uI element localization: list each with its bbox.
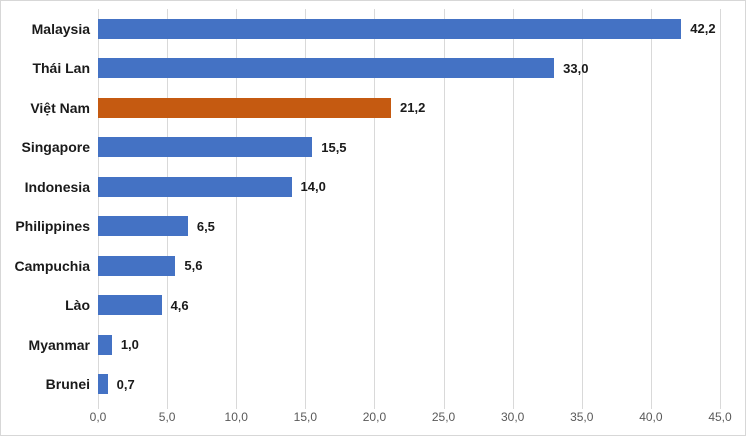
- x-tick-label: 35,0: [570, 410, 594, 424]
- bar: [98, 334, 112, 355]
- bar-value-label: 42,2: [690, 21, 716, 37]
- category-label: Lào: [65, 297, 90, 314]
- gridline: [581, 9, 583, 409]
- bar-series: 42,2 33,0 21,2 15,5 14,0 6,5 5,6 4,6 1,0 0,7: [98, 9, 720, 404]
- bar: [98, 58, 555, 79]
- bar-row: 21,2: [98, 88, 720, 128]
- bar: [98, 18, 682, 39]
- gridline: [720, 9, 721, 409]
- category-label: Philippines: [15, 218, 90, 235]
- category-label: Malaysia: [31, 20, 90, 37]
- x-tick-label: 40,0: [639, 410, 663, 424]
- x-tick-label: 25,0: [431, 410, 456, 424]
- category-label: Campuchia: [14, 257, 90, 274]
- category-label: Việt Nam: [30, 99, 90, 116]
- category-label: Indonesia: [24, 178, 90, 195]
- x-tick-label: 45,0: [708, 410, 732, 424]
- bar-value-label: 1,0: [120, 337, 139, 353]
- bar-row: 14,0: [98, 167, 720, 207]
- bar-row: 0,7: [98, 365, 720, 405]
- gridline: [305, 9, 307, 409]
- bar-row: 42,2: [98, 9, 720, 49]
- x-tick-label: 15,0: [293, 410, 318, 424]
- bar: [98, 137, 313, 158]
- x-tick-label: 10,0: [224, 410, 248, 424]
- x-tick-label: 5,0: [158, 410, 176, 424]
- category-label: Myanmar: [28, 336, 90, 353]
- bar-row: 33,0: [98, 49, 720, 89]
- bar-value-label: 5,6: [184, 258, 203, 274]
- gridline: [650, 9, 652, 409]
- bar-value-label: 14,0: [300, 179, 326, 195]
- x-tick-label: 20,0: [362, 410, 387, 424]
- bar-highlighted: [98, 97, 392, 118]
- plot-area: 42,2 33,0 21,2 15,5 14,0 6,5 5,6 4,6 1,0 0,7: [98, 9, 721, 409]
- value-axis: 0,0 5,0 10,0 15,0 20,0 25,0 30,0 35,0 40,0 45,0: [90, 410, 732, 430]
- bar-value-label: 0,7: [116, 376, 135, 392]
- bar: [98, 216, 188, 237]
- category-axis: Malaysia Thái Lan Việt Nam Singapore Indones…: [1, 9, 90, 404]
- category-label: Singapore: [21, 139, 90, 156]
- gridline: [98, 9, 99, 409]
- bar: [98, 374, 108, 395]
- bar-value-label: 21,2: [400, 100, 426, 116]
- category-label: Thái Lan: [32, 60, 90, 77]
- bar-row: 15,5: [98, 128, 720, 168]
- bar-value-label: 4,6: [170, 297, 189, 313]
- bar-row: 5,6: [98, 246, 720, 286]
- gridline: [167, 9, 169, 409]
- gridline: [443, 9, 445, 409]
- x-tick-label: 30,0: [500, 410, 525, 424]
- bar-row: 4,6: [98, 286, 720, 326]
- gridline: [374, 9, 376, 409]
- bar-value-label: 33,0: [563, 60, 589, 76]
- x-tick-label: 0,0: [89, 410, 107, 424]
- bar-row: 1,0: [98, 325, 720, 365]
- gridline: [512, 9, 514, 409]
- bar-row: 6,5: [98, 207, 720, 247]
- bar: [98, 255, 176, 276]
- bar: [98, 295, 162, 316]
- bar-value-label: 15,5: [321, 139, 347, 155]
- bar: [98, 176, 292, 197]
- gridline: [236, 9, 238, 409]
- category-label: Brunei: [45, 376, 90, 393]
- bar-value-label: 6,5: [196, 218, 215, 234]
